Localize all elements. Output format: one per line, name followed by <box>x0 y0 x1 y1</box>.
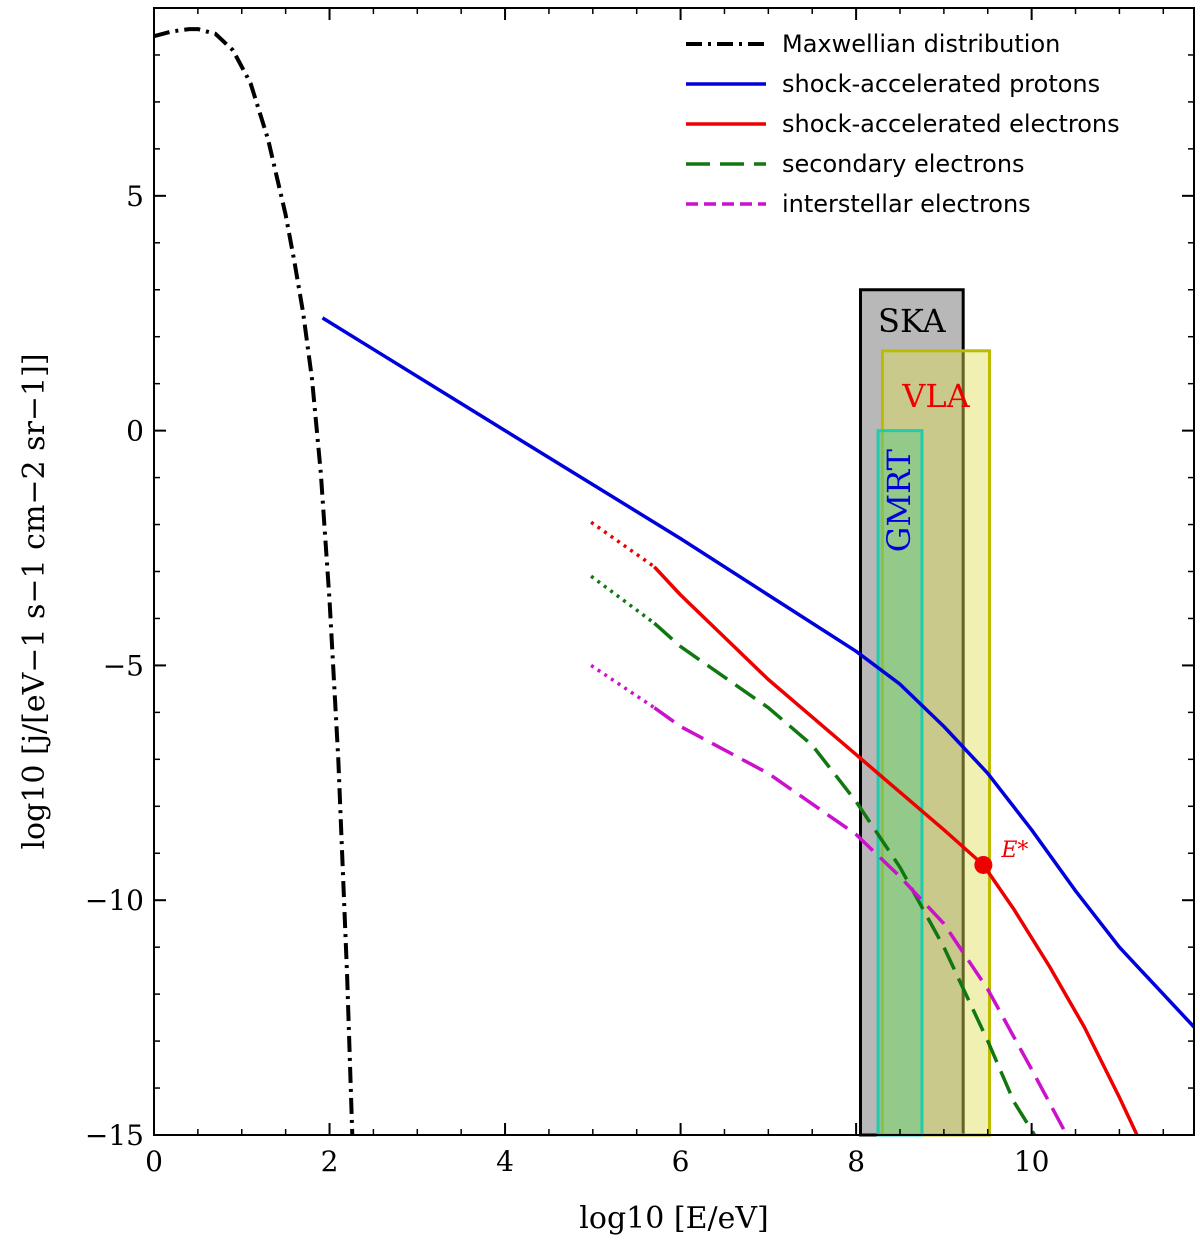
series-line-maxwellian-distribution <box>154 27 355 1135</box>
y-tick-label: 0 <box>126 415 144 448</box>
legend: Maxwellian distribution shock-accelerated… <box>686 30 1120 218</box>
y-tick-label: −5 <box>103 649 144 682</box>
legend-entry-maxwellian-distribution: Maxwellian distribution <box>782 30 1060 58</box>
legend-entry-shock-accelerated-electrons: shock-accelerated electrons <box>782 110 1120 138</box>
band-label-gmrt: GMRT <box>880 448 918 552</box>
telescope-bands: SKA VLA GMRT <box>858 288 992 1137</box>
dotted-extension-2 <box>590 663 656 710</box>
band-label-vla: VLA <box>901 377 970 415</box>
axis-ticks: 0 2 4 6 8 10 −15 −10 −5 0 5 <box>85 8 1194 1178</box>
legend-entry-secondary-electrons: secondary electrons <box>782 150 1025 178</box>
series-lines <box>154 27 1194 1135</box>
annotations: E* <box>974 838 1028 874</box>
x-tick-label: 4 <box>496 1145 514 1178</box>
series-line-shock-accelerated-electrons <box>653 565 1139 1135</box>
y-axis-label: log10 [j/[eV−1 s−1 cm−2 sr−1]] <box>17 353 52 849</box>
legend-entry-interstellar-electrons: interstellar electrons <box>782 190 1031 218</box>
series-line-shock-accelerated-protons <box>321 316 1194 1029</box>
legend-entry-shock-accelerated-protons: shock-accelerated protons <box>782 70 1100 98</box>
x-tick-label: 2 <box>321 1145 339 1178</box>
band-label-ska: SKA <box>878 302 947 340</box>
x-axis-label: log10 [E/eV] <box>579 1201 768 1236</box>
y-tick-label: −15 <box>85 1119 144 1152</box>
y-tick-label: −10 <box>85 884 144 917</box>
plot-frame <box>153 7 1195 1136</box>
x-tick-label: 10 <box>1014 1145 1050 1178</box>
x-tick-label: 6 <box>672 1145 690 1178</box>
annotation-point-0 <box>974 855 993 874</box>
y-tick-label: 5 <box>126 180 144 213</box>
series-line-secondary-electrons <box>653 621 1037 1135</box>
x-tick-label: 8 <box>847 1145 865 1178</box>
x-tick-label: 0 <box>145 1145 163 1178</box>
dotted-extension-0 <box>590 520 656 569</box>
dotted-extension-1 <box>590 574 656 625</box>
band-vla <box>880 349 992 1137</box>
annotation-label-0: E* <box>1000 838 1028 863</box>
